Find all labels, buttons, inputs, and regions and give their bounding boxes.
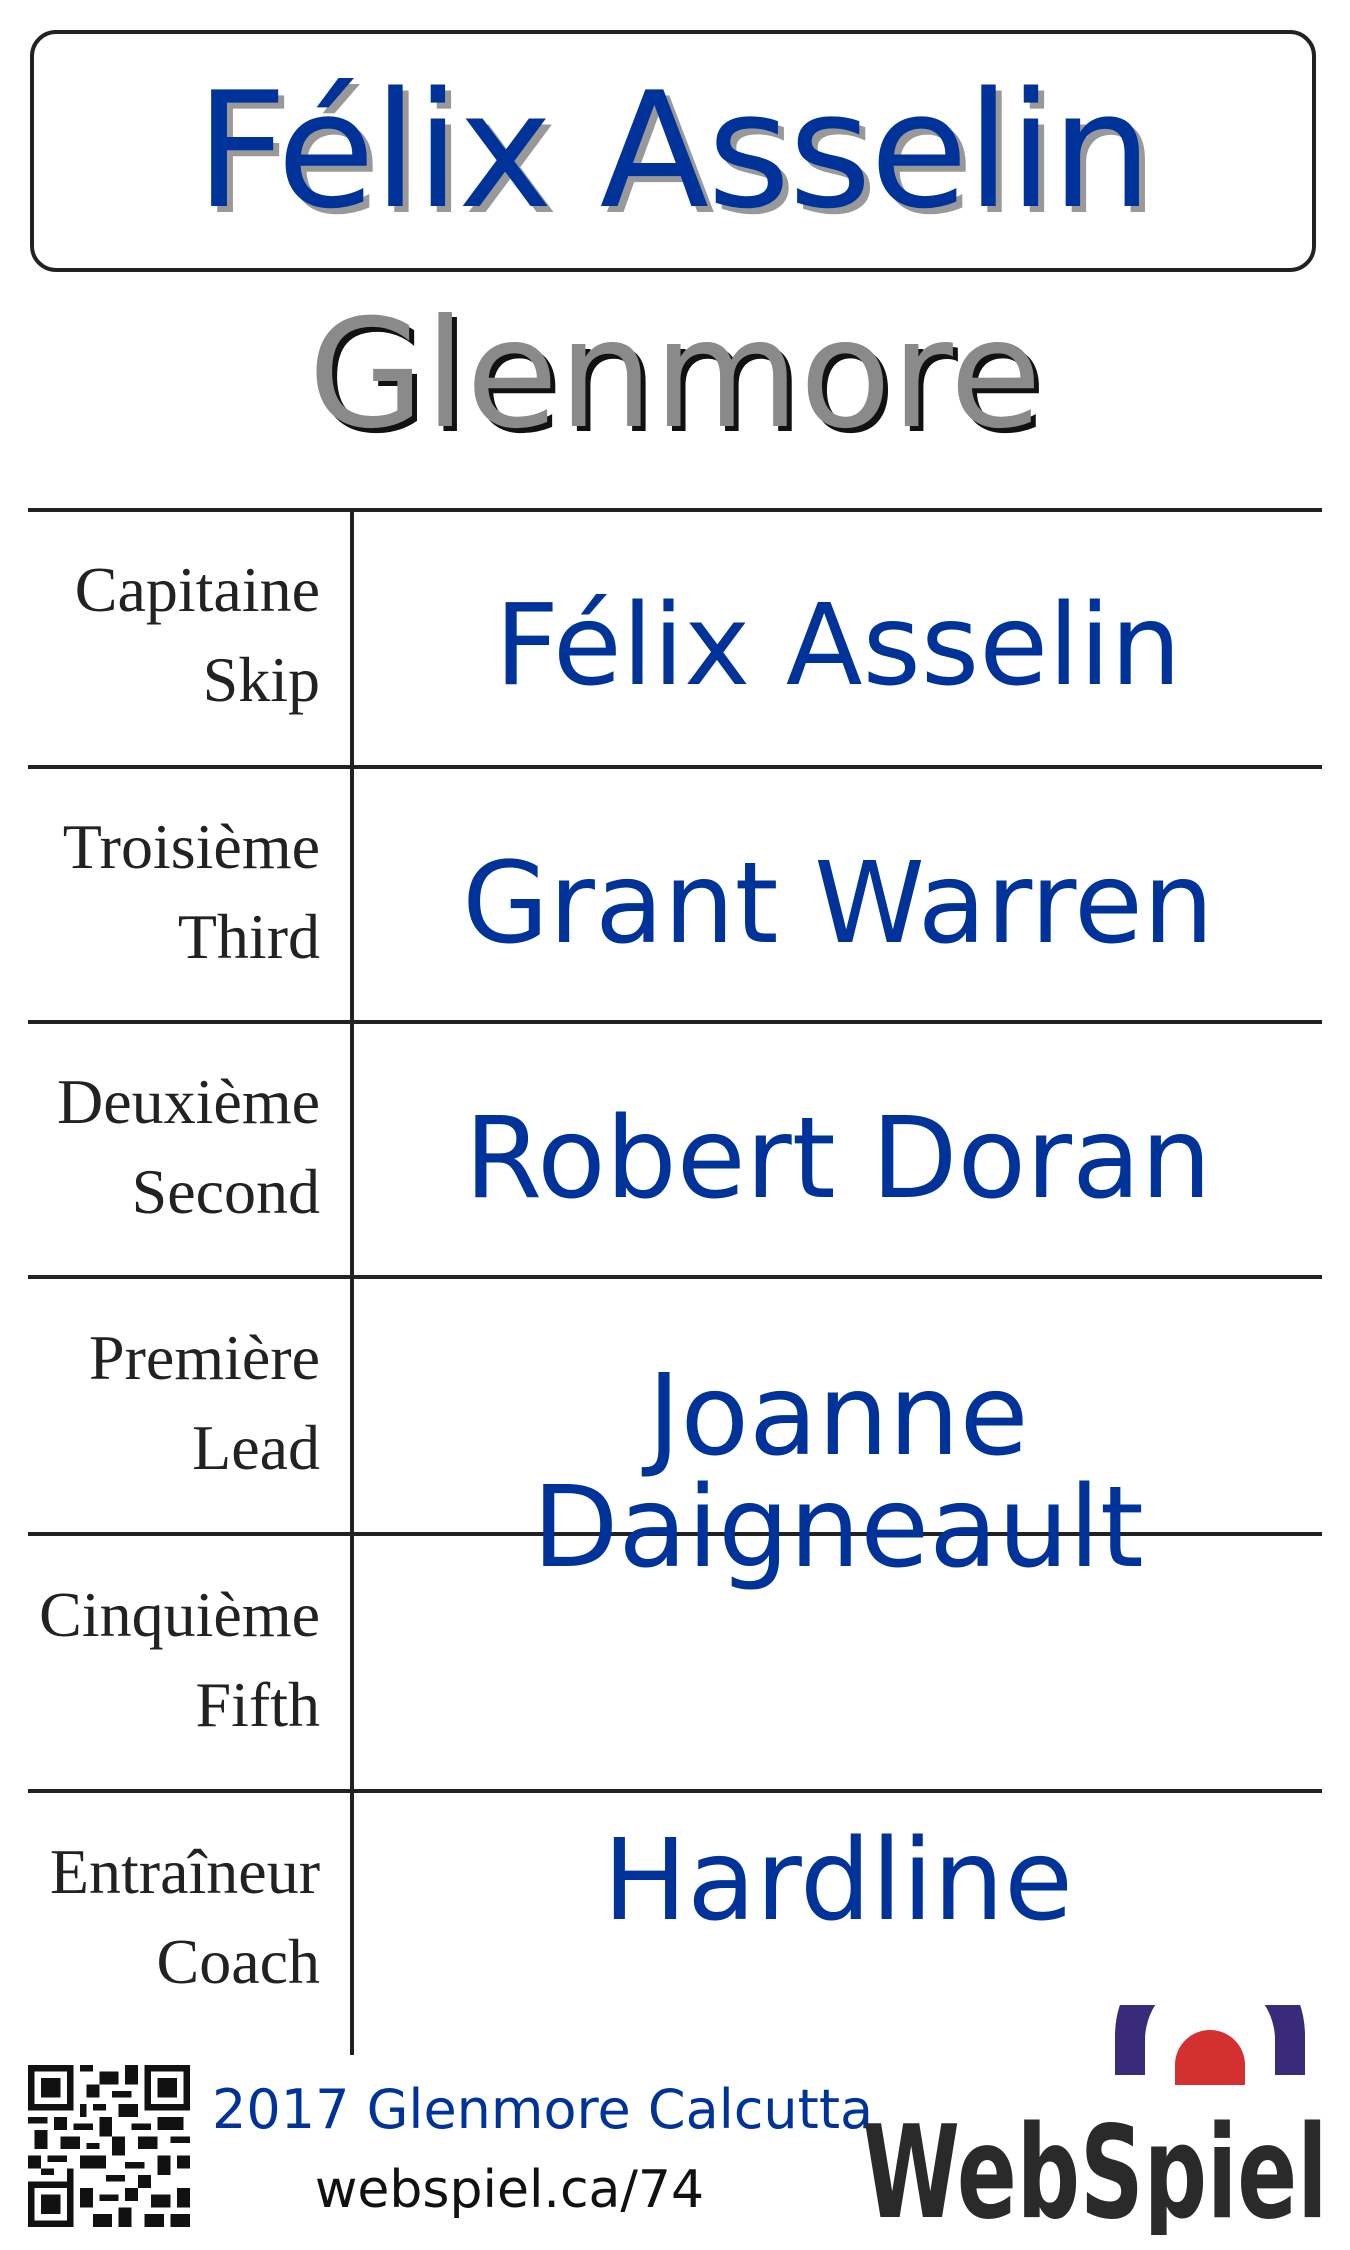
title-box: Félix Asselin: [30, 30, 1316, 272]
player-name: Joanne Daigneault: [532, 1351, 1144, 1593]
divider: [28, 765, 1322, 769]
role-label-fr: Entraîneur: [49, 1836, 320, 1907]
event-name: 2017 Glenmore Calcutta: [212, 2078, 874, 2141]
divider: [28, 1275, 1322, 1279]
role-label-fr: Première: [89, 1322, 320, 1393]
role-label-en: Second: [131, 1156, 320, 1227]
player-name: Robert Doran: [464, 1094, 1212, 1224]
role-label-fr: Troisième: [62, 811, 320, 882]
logo-text: WebSpiel: [863, 2099, 1328, 2235]
divider: [28, 1789, 1322, 1793]
column-divider: [350, 510, 354, 2055]
divider: [28, 1020, 1322, 1024]
role-label-fr: Deuxième: [57, 1066, 320, 1137]
club-name: Glenmore: [308, 288, 1042, 462]
role-label-en: Lead: [192, 1412, 320, 1483]
player-name: Félix Asselin: [494, 581, 1182, 711]
skip-name-title: Félix Asselin: [195, 57, 1152, 244]
divider: [28, 1532, 1322, 1536]
role-label-en: Skip: [202, 644, 320, 715]
qr-code-icon: [28, 2065, 190, 2227]
role-label-fr: Cinquième: [39, 1579, 320, 1650]
role-label-en: Third: [177, 901, 320, 972]
role-label-en: Fifth: [195, 1669, 320, 1740]
divider: [28, 508, 1322, 512]
role-label-en: Coach: [156, 1926, 321, 1997]
role-label-fr: Capitaine: [74, 554, 320, 625]
webspiel-logo: WebSpiel: [863, 2005, 1328, 2235]
player-name: Grant Warren: [462, 839, 1214, 969]
player-name: Hardline: [602, 1816, 1074, 1946]
event-url[interactable]: webspiel.ca/74: [314, 2160, 705, 2220]
